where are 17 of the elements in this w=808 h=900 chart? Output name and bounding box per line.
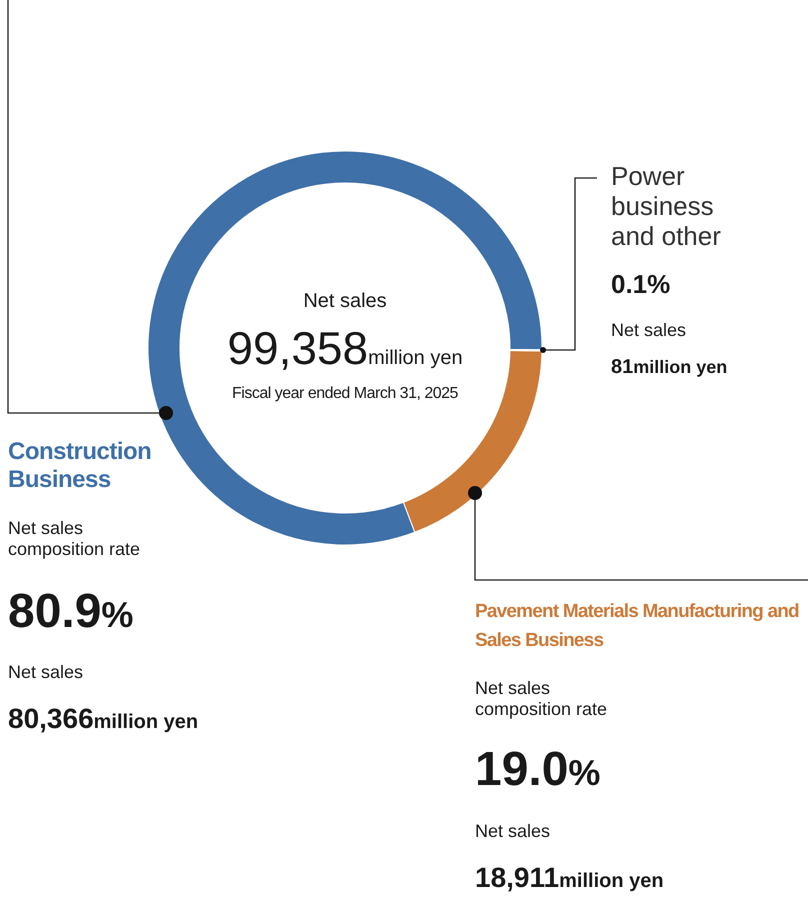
- text: Net sales: [611, 320, 688, 341]
- text: Net sales composition rate: [8, 518, 142, 560]
- text: Net sales: [302, 290, 388, 313]
- text: 18,911million yen: [475, 862, 664, 893]
- text: 81million yen: [611, 356, 728, 378]
- slice-label: Power business and other: [611, 161, 722, 252]
- text: 99,358million yen: [227, 322, 463, 374]
- slice-label: Pavement Materials Manufacturing and Sales Business: [475, 600, 800, 652]
- slice-label: Construction Business: [8, 438, 152, 494]
- text: Net sales: [8, 662, 84, 683]
- text: 80,366million yen: [8, 703, 198, 734]
- text: Fiscal year ended March 31, 2025: [231, 385, 459, 404]
- text: Net sales: [475, 821, 552, 842]
- text: 80.9%: [8, 585, 134, 638]
- text: Net sales composition rate: [475, 678, 608, 720]
- text: 19.0%: [475, 743, 600, 796]
- text: 0.1%: [611, 269, 670, 299]
